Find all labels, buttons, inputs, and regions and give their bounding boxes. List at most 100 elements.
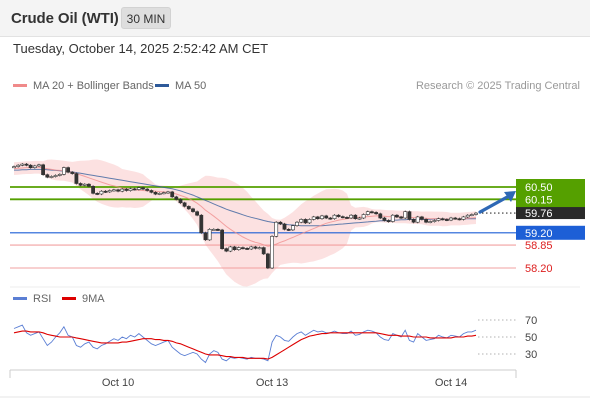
candle-down [174, 196, 179, 200]
forecast-arrow [478, 191, 516, 214]
candle-down [241, 247, 245, 250]
candle-up [137, 187, 141, 190]
candle-up [157, 193, 162, 195]
candle-up [320, 215, 324, 219]
candle-up [20, 163, 25, 166]
candle-down [232, 246, 237, 250]
legend-rsi: RSI [13, 293, 51, 305]
candle-down [303, 219, 308, 224]
candle-down [328, 217, 333, 220]
level-label-59.20: 59.20 [525, 228, 553, 240]
candle-up [428, 221, 433, 224]
candle-up [128, 188, 133, 191]
candle-up [274, 221, 279, 237]
time-axis: Oct 10 Oct 13 Oct 14 [0, 286, 590, 398]
candle-up [53, 175, 58, 177]
candle-down [87, 183, 91, 187]
candle-up [12, 166, 16, 169]
candle-down [124, 188, 129, 191]
candle-down [444, 219, 449, 221]
candle-up [432, 220, 437, 223]
candle-down [394, 214, 399, 218]
candle-down [378, 213, 383, 219]
legend-ma20: MA 20 + Bollinger Bands [13, 80, 154, 92]
candle-up [16, 164, 21, 167]
candle-up [307, 219, 312, 224]
candle-down [336, 214, 341, 217]
candle-up [61, 167, 66, 175]
candle-down [278, 221, 283, 225]
rsi-9ma-line [13, 330, 477, 360]
candles [12, 163, 478, 270]
candle-down [141, 187, 145, 190]
instrument-title: Crude Oil (WTI) [11, 10, 119, 27]
candle-down [153, 192, 158, 195]
candle-down [145, 188, 150, 191]
rsi-panel: 70 50 30 [13, 315, 537, 364]
copyright-text: Research © 2025 Trading Central [415, 80, 580, 92]
last-price-label-box [516, 207, 585, 220]
legend-ma20-label: MA 20 + Bollinger Bands [33, 80, 154, 92]
candle-down [70, 171, 75, 174]
candle-up [57, 174, 62, 176]
candle-up [82, 183, 87, 186]
candle-up [249, 246, 254, 250]
candle-down [282, 223, 287, 230]
candle-down [45, 174, 50, 178]
legend-rsi-swatch [13, 296, 27, 300]
pivot-label-box [516, 225, 585, 240]
candle-down [315, 216, 320, 219]
candle-up [461, 216, 466, 220]
candle-up [37, 164, 41, 167]
candle-down [95, 193, 100, 195]
ma50-line [14, 168, 476, 227]
candle-down [199, 214, 204, 234]
candle-up [465, 214, 470, 218]
time-tick-label: Oct 13 [256, 377, 288, 389]
candle-down [74, 173, 79, 184]
candle-down [132, 188, 137, 191]
candle-up [349, 214, 354, 219]
candle-down [216, 229, 220, 231]
candle-up [166, 191, 170, 194]
level-label-59.76: 59.76 [525, 208, 553, 220]
candle-down [66, 167, 71, 173]
candle-down [382, 217, 387, 221]
candle-up [107, 190, 112, 193]
candle-up [295, 221, 299, 226]
candle-down [419, 216, 424, 220]
candle-down [91, 186, 96, 194]
candle-down [78, 183, 83, 186]
legend-ma20-swatch [13, 83, 27, 87]
candle-down [424, 219, 429, 223]
ma20-line [13, 166, 477, 247]
candle-up [228, 246, 233, 252]
candle-down [28, 164, 33, 168]
legend-rsi-label: RSI [33, 293, 52, 305]
timeframe-button[interactable]: 30 MIN [121, 7, 171, 29]
moving-averages [13, 166, 477, 247]
candle-down [374, 212, 379, 215]
candle-down [399, 216, 404, 219]
legend-9ma-label: 9MA [82, 293, 105, 305]
candle-up [365, 211, 370, 215]
candle-down [265, 253, 270, 269]
candle-down [440, 218, 445, 221]
resistance-label-box [516, 179, 585, 208]
candle-up [99, 190, 104, 195]
candle-up [390, 214, 395, 222]
candle-up [357, 217, 362, 220]
bollinger-band [14, 159, 476, 287]
legend-ma50-swatch [155, 83, 169, 87]
candle-up [311, 216, 316, 220]
candle-down [340, 216, 345, 219]
candle-down [457, 218, 462, 221]
candle-down [116, 189, 121, 192]
candle-down [203, 232, 208, 241]
legend-9ma-swatch [62, 296, 76, 300]
candle-up [257, 247, 262, 250]
legend-ma50-label: MA 50 [175, 80, 207, 92]
forecast-arrow-shaft [478, 194, 511, 214]
